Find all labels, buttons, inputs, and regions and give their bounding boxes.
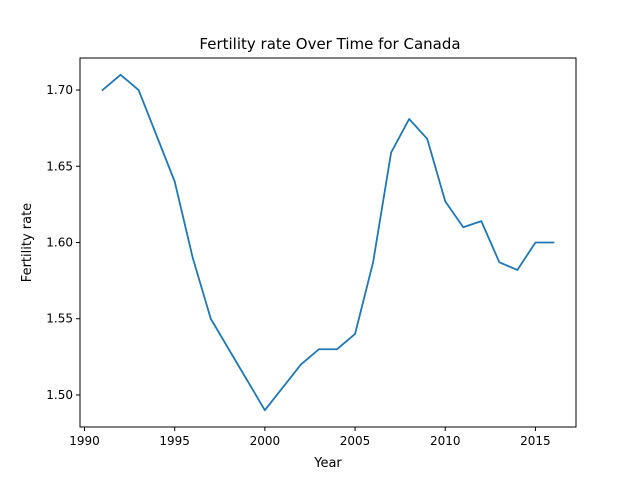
x-axis-label: Year [313,456,342,471]
x-tick-label: 2015 [520,434,551,448]
series-line [101,73,555,412]
y-tick-label: 1.55 [46,312,73,326]
y-tick-label: 1.70 [46,83,73,97]
x-tick-label: 2010 [430,434,461,448]
x-tick-label: 2000 [250,434,281,448]
y-tick-label: 1.50 [46,388,73,402]
chart-title: Fertility rate Over Time for Canada [199,35,460,53]
plot-frame [79,57,577,428]
x-tick-label: 2005 [340,434,371,448]
y-axis-label: Fertility rate [20,203,35,282]
x-tick-label: 1995 [159,434,190,448]
x-tick-label: 1990 [69,434,100,448]
y-tick-label: 1.65 [46,159,73,173]
y-tick-label: 1.60 [46,236,73,250]
